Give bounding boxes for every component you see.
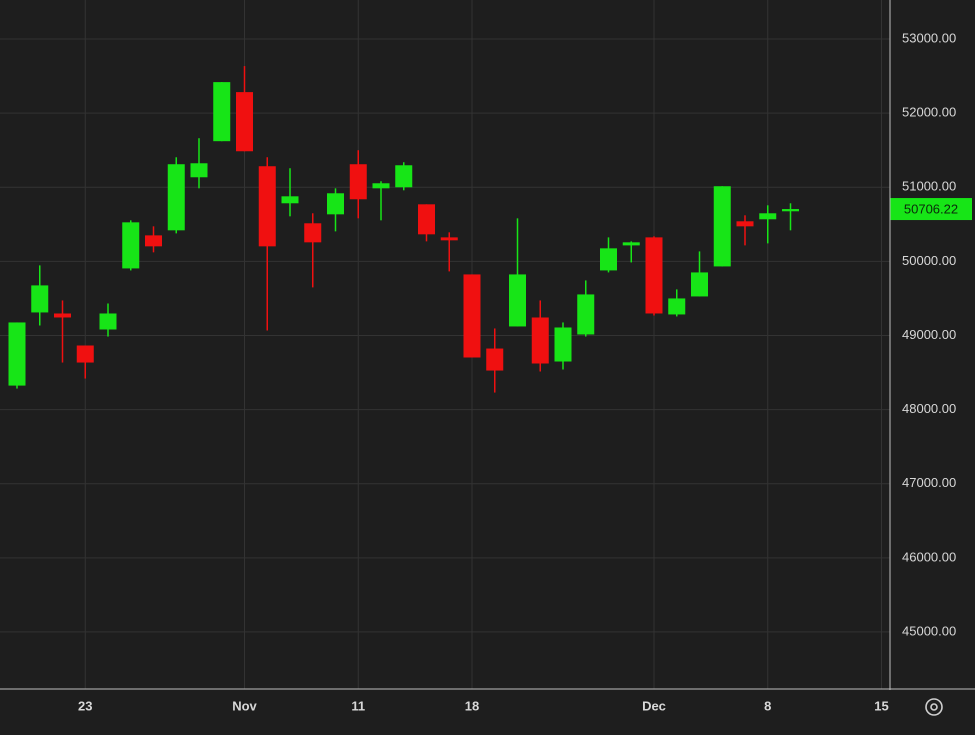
- y-tick-label: 52000.00: [902, 105, 956, 120]
- candle-body: [736, 221, 754, 227]
- candle-body: [418, 204, 435, 235]
- candle-body: [327, 193, 344, 215]
- candle-body: [554, 327, 572, 362]
- candle-body: [304, 223, 322, 243]
- candle-body: [395, 165, 413, 188]
- candle-body: [122, 222, 140, 269]
- y-tick-label: 48000.00: [902, 401, 956, 416]
- candle-body: [258, 166, 276, 247]
- y-tick-label: 53000.00: [902, 30, 956, 45]
- candle-body: [668, 298, 686, 315]
- candle-body: [509, 274, 526, 327]
- candle-body: [600, 248, 617, 271]
- candle-body: [691, 272, 708, 297]
- x-tick-label: 18: [465, 698, 479, 713]
- y-tick-label: 45000.00: [902, 623, 956, 638]
- candle-body: [645, 237, 663, 314]
- x-tick-label: Nov: [232, 698, 257, 713]
- candle-body: [440, 237, 458, 241]
- candle-body: [213, 82, 231, 142]
- y-tick-label: 46000.00: [902, 549, 956, 564]
- y-tick-label: 51000.00: [902, 179, 956, 194]
- gear-center: [930, 703, 938, 711]
- candle-body: [759, 213, 777, 220]
- x-tick-label: Dec: [642, 698, 666, 713]
- gear-icon: [925, 698, 943, 716]
- candle-body: [577, 294, 595, 335]
- candle-body: [236, 92, 253, 152]
- y-tick-label: 50000.00: [902, 253, 956, 268]
- candle-body: [281, 196, 299, 204]
- candle-body: [8, 322, 26, 386]
- y-tick-label: 47000.00: [902, 475, 956, 490]
- candle-body: [372, 183, 390, 189]
- settings-button[interactable]: [925, 698, 943, 716]
- x-tick-label: 11: [351, 698, 365, 713]
- candle-body: [76, 345, 94, 363]
- candle-body: [531, 317, 549, 364]
- candle-body: [713, 186, 731, 267]
- candle-body: [167, 164, 185, 231]
- candle-body: [145, 235, 162, 247]
- candle-body: [190, 163, 208, 178]
- x-tick-label: 23: [78, 698, 92, 713]
- candle-body: [782, 209, 799, 212]
- y-tick-label: 49000.00: [902, 327, 956, 342]
- x-tick-label: 15: [874, 698, 888, 713]
- last-price-label: 50706.22: [904, 201, 958, 216]
- candle-body: [486, 348, 504, 371]
- candle-body: [349, 164, 367, 200]
- candle-body: [622, 242, 640, 246]
- candle-body: [463, 274, 481, 358]
- candle-body: [31, 285, 49, 313]
- candle-body: [99, 313, 117, 330]
- candle-body: [54, 313, 71, 318]
- last-price-tag: [890, 198, 972, 221]
- x-tick-label: 8: [764, 698, 771, 713]
